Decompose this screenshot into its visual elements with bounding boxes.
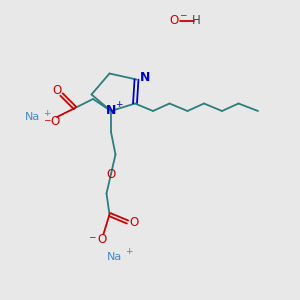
Text: Na: Na (106, 251, 122, 262)
Text: N: N (106, 104, 116, 118)
Text: O: O (51, 115, 60, 128)
Text: +: + (115, 100, 122, 109)
Text: −: − (179, 10, 186, 19)
Text: −: − (43, 116, 50, 124)
Text: O: O (98, 232, 106, 246)
Text: O: O (169, 14, 178, 28)
Text: O: O (129, 215, 138, 229)
Text: +: + (43, 109, 50, 118)
Text: O: O (52, 84, 62, 98)
Text: H: H (192, 14, 201, 28)
Text: +: + (125, 248, 133, 256)
Text: −: − (88, 232, 96, 241)
Text: N: N (140, 70, 150, 84)
Text: O: O (106, 167, 116, 181)
Text: Na: Na (26, 112, 40, 122)
